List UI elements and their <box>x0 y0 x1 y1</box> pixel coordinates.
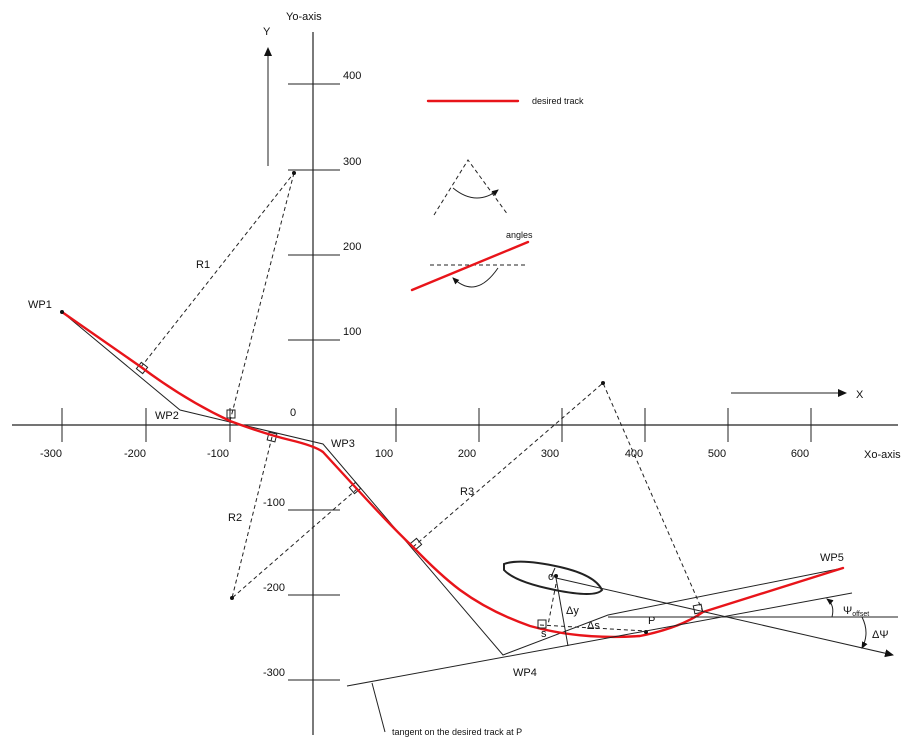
radius-constructions <box>135 171 704 615</box>
origin-label: 0 <box>290 407 296 419</box>
x-tick-label: 400 <box>625 448 643 460</box>
delta-y-line <box>555 577 569 647</box>
x-tick-label: 300 <box>541 448 559 460</box>
y-tick-label: 400 <box>343 70 361 82</box>
y-axis-label: Yo-axis <box>286 11 322 23</box>
psi-offset-arc <box>826 598 834 618</box>
delta-s-label: Δs <box>587 620 600 632</box>
coordinate-axes: -300 -200 -100 100 200 300 400 500 600 4… <box>12 11 901 735</box>
vessel-origin-label: o <box>548 571 554 583</box>
x-tick-label: 500 <box>708 448 726 460</box>
radius-r3-line-b <box>602 382 704 613</box>
s-label: s <box>541 628 547 640</box>
heading-arrow <box>555 577 894 658</box>
legend: desired track angles <box>410 96 584 292</box>
y-tick-label: -200 <box>263 582 285 594</box>
y-arrow-label: Y <box>263 26 271 38</box>
waypoint-wp1: WP1 <box>28 299 52 311</box>
desired-track <box>60 310 845 639</box>
radius-r3-line-a <box>412 382 604 548</box>
x-axis-ticks <box>61 408 812 442</box>
angle-symbol-top <box>433 159 509 216</box>
vessel-hull <box>503 560 604 595</box>
vessel-geometry: o Δy Δs s P Ψoffset ΔΨ <box>346 560 898 687</box>
waypoint-wp4: WP4 <box>513 667 537 679</box>
radius-r1-line-b <box>229 172 295 422</box>
x-tick-label: -200 <box>124 448 146 460</box>
legend-angles: angles <box>506 230 533 240</box>
delta-psi-arc <box>861 616 868 649</box>
delta-psi-label: ΔΨ <box>872 629 889 641</box>
radius-r2-label: R2 <box>228 512 242 524</box>
radius-r1-line-a <box>140 172 295 368</box>
x-tick-label: -300 <box>40 448 62 460</box>
tangent-leader <box>371 682 386 733</box>
psi-offset-label: Ψoffset <box>843 605 869 618</box>
delta-y-label: Δy <box>566 605 579 617</box>
tangent-line <box>346 592 853 687</box>
waypoint-wp5: WP5 <box>820 552 844 564</box>
y-tick-label: -100 <box>263 497 285 509</box>
p-label: P <box>648 615 655 627</box>
radius-r3-label: R3 <box>460 486 474 498</box>
legend-desired-track: desired track <box>532 96 584 106</box>
y-tick-label: 100 <box>343 326 361 338</box>
x-tick-label: -100 <box>207 448 229 460</box>
radius-r1-label: R1 <box>196 259 210 271</box>
waypoint-wp2: WP2 <box>155 410 179 422</box>
delta-s-line <box>539 624 647 632</box>
waypoint-labels: WP1 WP2 WP3 WP4 WP5 <box>28 299 844 679</box>
x-arrow-label: X <box>856 389 864 401</box>
radius-r2-line-b <box>231 488 358 599</box>
x-tick-label: 600 <box>791 448 809 460</box>
x-tick-label: 200 <box>458 448 476 460</box>
waypoint-polyline <box>61 311 844 656</box>
y-tick-label: 200 <box>343 241 361 253</box>
y-tick-label: -300 <box>263 667 285 679</box>
x-axis-tick-labels: -300 -200 -100 100 200 300 400 500 600 <box>40 448 809 460</box>
y-axis-ticks <box>288 83 340 681</box>
angle-symbol-bottom <box>410 240 530 292</box>
y-tick-label: 300 <box>343 156 361 168</box>
tangent-caption: tangent on the desired track at P <box>392 727 522 737</box>
x-tick-label: 100 <box>375 448 393 460</box>
waypoint-wp3: WP3 <box>331 438 355 450</box>
y-axis-tick-labels: 400 300 200 100 -100 -200 -300 <box>263 70 361 679</box>
x-axis-label: Xo-axis <box>864 449 901 461</box>
